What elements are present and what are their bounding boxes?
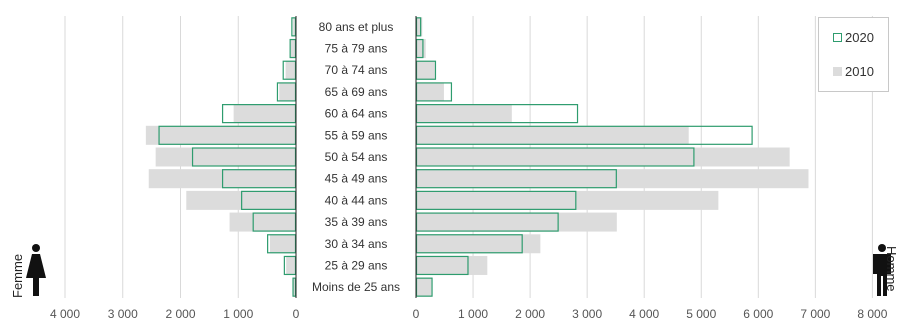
age-label: 65 à 69 ans [325,85,388,99]
bars-2010 [145,17,809,297]
age-label: 70 à 74 ans [325,63,388,77]
bar-2010-homme [416,125,689,145]
tick-label-right: 3 000 [572,307,602,321]
tick-label-right: 7 000 [800,307,830,321]
bar-2010-homme [416,212,617,232]
bar-2010-femme [229,212,296,232]
femme-axis-label: Femme [10,253,25,298]
tick-label-left: 1 000 [223,307,253,321]
bar-2010-femme [293,17,296,37]
tick-label-left: 4 000 [50,307,80,321]
legend-swatch-2020 [833,33,842,42]
tick-label-right: 1 000 [458,307,488,321]
tick-label-right: 0 [413,307,420,321]
age-label: Moins de 25 ans [312,280,400,294]
age-label: 80 ans et plus [319,20,394,34]
age-label: 75 à 79 ans [325,42,388,56]
bar-2010-homme [416,17,423,37]
bar-2010-femme [233,104,296,124]
age-labels: 80 ans et plus 75 à 79 ans 70 à 74 ans 65 à… [312,20,400,294]
bar-2010-homme [416,234,541,254]
man-icon [873,244,891,296]
bar-2010-femme [293,277,296,297]
bar-2010-homme [416,190,719,210]
tick-label-right: 4 000 [629,307,659,321]
legend-label-2010: 2010 [845,64,874,79]
bar-2010-homme [416,104,512,124]
age-label: 25 à 29 ans [325,258,388,272]
legend-label-2020: 2020 [845,30,874,45]
age-label: 35 à 39 ans [325,215,388,229]
legend-item-2010: 2010 [833,64,874,79]
homme-axis-label: Homme [884,246,899,292]
bar-2010-homme [416,255,488,275]
tick-label-right: 5 000 [686,307,716,321]
tick-label-right: 8 000 [857,307,887,321]
tick-labels: 4 000 3 000 2 000 1 000 0 0 1 000 2 000 3 000 4 0… [50,307,888,321]
axes [295,16,417,298]
age-label: 55 à 59 ans [325,128,388,142]
bar-2010-homme [416,60,435,80]
tick-label-left: 0 [293,307,300,321]
tick-label-right: 2 000 [515,307,545,321]
bar-2010-homme [416,277,432,297]
legend-swatch-2010 [833,67,842,76]
bar-2010-homme [416,39,426,59]
bar-2010-homme [416,82,444,102]
legend: 2020 2010 [818,17,889,92]
age-label: 60 à 64 ans [325,107,388,121]
bar-2010-femme [290,39,296,59]
tick-label-left: 3 000 [108,307,138,321]
bar-2010-femme [145,125,296,145]
age-label: 45 à 49 ans [325,172,388,186]
tick-label-right: 6 000 [743,307,773,321]
age-label: 50 à 54 ans [325,150,388,164]
woman-icon [26,244,46,296]
bar-2010-femme [285,60,296,80]
bar-2010-homme [416,147,790,167]
legend-item-2020: 2020 [833,30,874,45]
age-label: 30 à 34 ans [325,237,388,251]
bar-2010-femme [286,255,296,275]
tick-label-left: 2 000 [165,307,195,321]
bar-2010-homme [416,169,809,189]
bar-2010-femme [155,147,296,167]
bar-2010-femme [270,234,296,254]
age-label: 40 à 44 ans [325,193,388,207]
bar-2010-femme [279,82,296,102]
